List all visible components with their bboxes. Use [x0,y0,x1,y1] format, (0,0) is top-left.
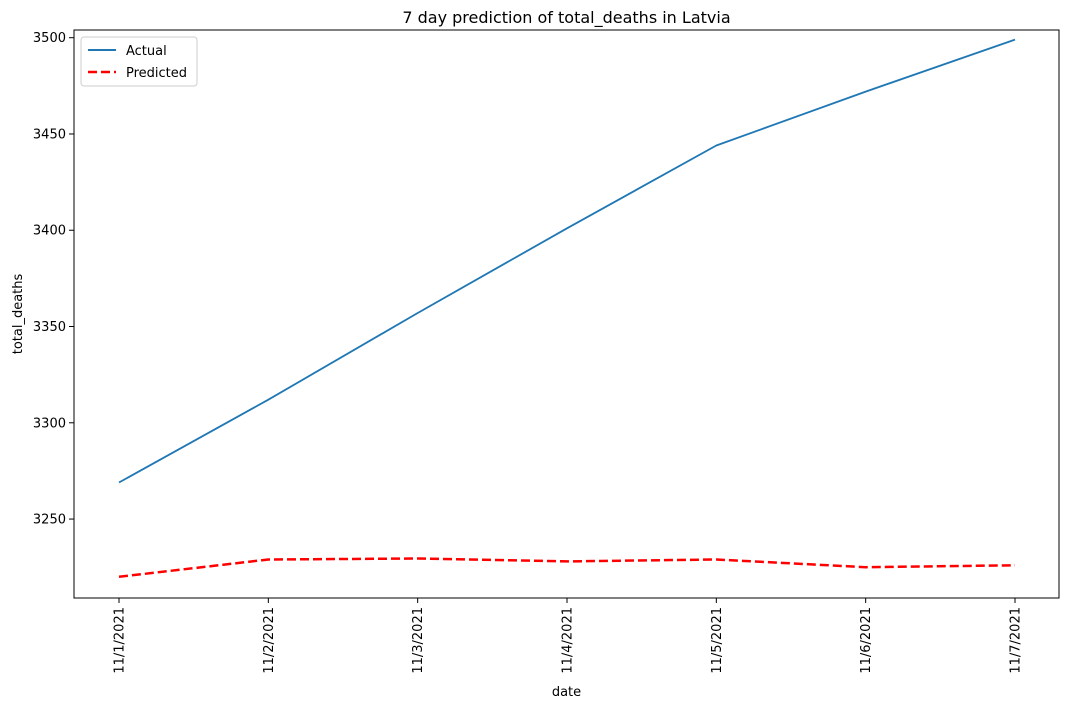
x-tick-label: 11/7/2021 [1009,607,1024,674]
legend-label-actual: Actual [126,44,167,59]
y-tick-label: 3350 [33,320,66,335]
x-axis-ticks: 11/1/2021 11/2/2021 11/3/2021 11/4/2021 11/5… [113,598,1024,674]
series-line-actual [118,38,1016,484]
x-axis-title: date [552,685,581,700]
y-tick-label: 3400 [33,224,66,239]
y-tick-label: 3500 [33,31,66,46]
y-tick-label: 3450 [33,127,66,142]
x-tick-label: 11/1/2021 [113,607,128,674]
x-tick-label: 11/2/2021 [262,607,277,674]
legend-label-predicted: Predicted [126,66,187,81]
x-tick-label: 11/5/2021 [710,607,725,674]
series-layer [118,38,1016,579]
y-tick-label: 3250 [33,513,66,528]
y-axis-title: total_deaths [11,274,26,355]
y-tick-label: 3300 [33,416,66,431]
x-tick-label: 11/6/2021 [859,607,874,674]
chart-title: 7 day prediction of total_deaths in Latv… [402,8,730,28]
plot-area [73,29,1060,599]
x-tick-label: 11/4/2021 [561,607,576,674]
legend: Actual Predicted [80,36,198,87]
y-axis-ticks: 3250 3300 3350 3400 3450 3500 [33,31,74,528]
x-tick-label: 11/3/2021 [411,607,426,674]
series-line-predicted [118,557,1016,579]
